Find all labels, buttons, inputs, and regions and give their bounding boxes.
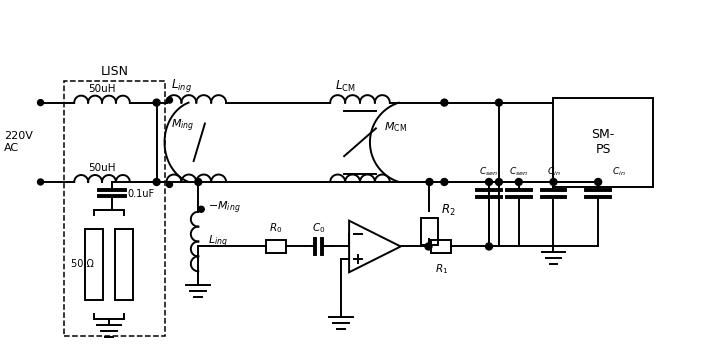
Text: $M_{ing}$: $M_{ing}$: [171, 118, 194, 134]
Text: 50uH: 50uH: [88, 163, 116, 173]
Circle shape: [166, 97, 173, 103]
Text: $M_{\mathrm{CM}}$: $M_{\mathrm{CM}}$: [384, 121, 406, 134]
Circle shape: [153, 99, 160, 106]
Circle shape: [194, 178, 202, 185]
Bar: [85, 229, 103, 300]
Text: $C_{sen}$: $C_{sen}$: [479, 166, 499, 178]
Text: $R_1$: $R_1$: [435, 262, 448, 276]
Circle shape: [153, 178, 160, 185]
Text: 50uH: 50uH: [88, 84, 116, 94]
Circle shape: [495, 99, 502, 106]
Text: $C_{in}$: $C_{in}$: [547, 166, 560, 178]
Circle shape: [441, 99, 448, 106]
Text: 50 Ω: 50 Ω: [72, 259, 94, 269]
Bar: [432, 240, 451, 253]
Circle shape: [426, 178, 433, 185]
Text: $R_0$: $R_0$: [269, 221, 283, 235]
Circle shape: [595, 178, 602, 185]
Circle shape: [38, 100, 43, 106]
Text: 0.1uF: 0.1uF: [128, 189, 155, 199]
Circle shape: [495, 178, 502, 185]
Text: $L_{ing}$: $L_{ing}$: [208, 233, 228, 250]
Text: $C_{in}$: $C_{in}$: [612, 166, 625, 178]
Text: $C_{sen}$: $C_{sen}$: [509, 166, 529, 178]
Text: $L_{ing}$: $L_{ing}$: [171, 77, 192, 94]
Bar: [115, 229, 133, 300]
Text: SM-
PS: SM- PS: [591, 128, 615, 156]
Circle shape: [425, 243, 432, 250]
Circle shape: [38, 179, 43, 185]
Circle shape: [441, 178, 448, 185]
Text: 220V
AC: 220V AC: [4, 131, 33, 153]
Circle shape: [550, 178, 557, 185]
Circle shape: [515, 178, 522, 185]
Text: LISN: LISN: [100, 65, 129, 78]
Text: $R_2$: $R_2$: [441, 203, 456, 218]
Circle shape: [166, 181, 173, 187]
Bar: [266, 240, 286, 253]
Bar: [554, 97, 653, 187]
Text: $-M_{ing}$: $-M_{ing}$: [208, 200, 241, 216]
Bar: [421, 218, 438, 246]
Text: $C_0$: $C_0$: [312, 221, 325, 235]
Text: $L_{\mathrm{CM}}$: $L_{\mathrm{CM}}$: [335, 79, 356, 94]
Circle shape: [198, 206, 204, 212]
Circle shape: [486, 243, 492, 250]
Circle shape: [486, 178, 492, 185]
Bar: [64, 81, 165, 336]
